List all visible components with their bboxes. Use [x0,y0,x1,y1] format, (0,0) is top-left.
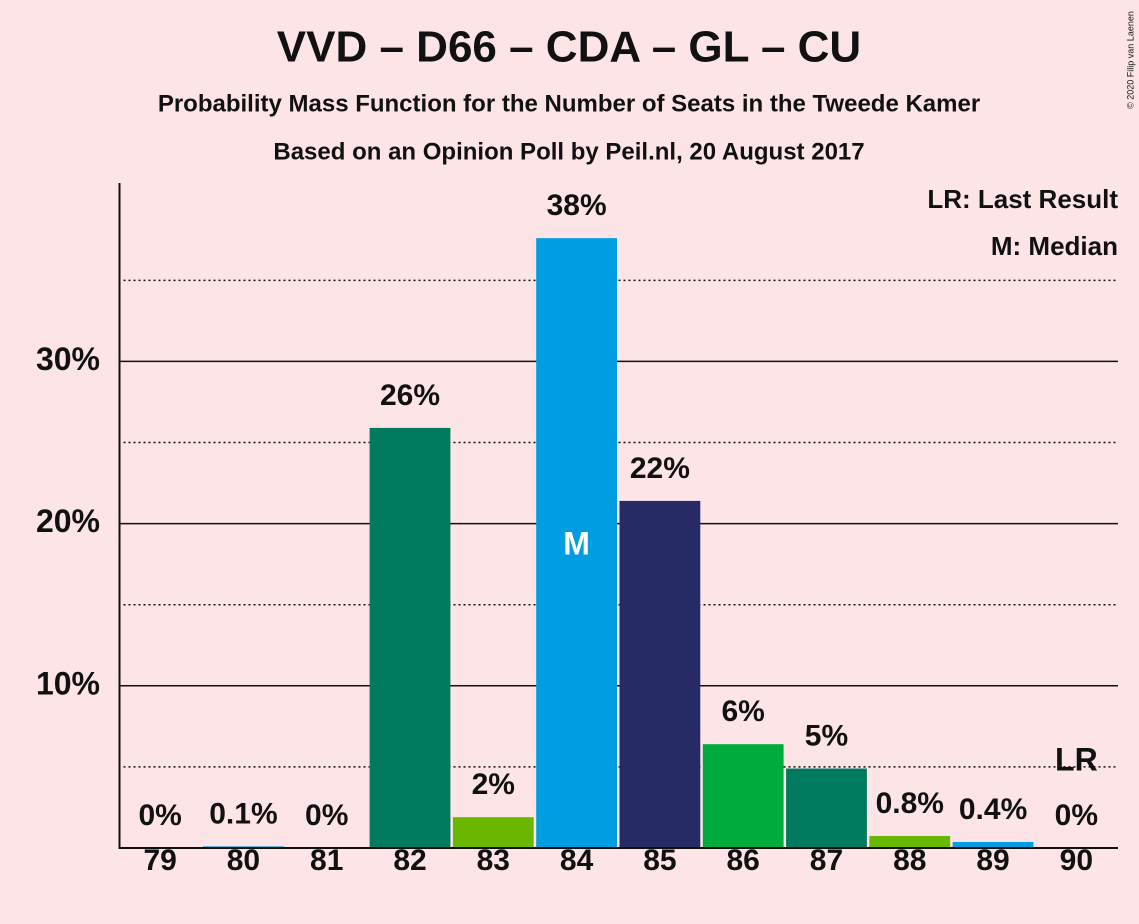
x-tick-label: 84 [560,844,594,877]
chart-subtitle: Based on an Opinion Poll by Peil.nl, 20 … [273,138,864,165]
bar [952,841,1034,848]
value-label: 0.8% [876,787,944,820]
chart-title: VVD – D66 – CDA – GL – CU [277,23,861,72]
value-label: 6% [722,695,765,728]
value-label: 0% [1055,799,1098,832]
legend-entry: M: Median [991,231,1118,261]
value-label: 5% [805,719,848,752]
bar [702,744,784,848]
value-label: 2% [472,768,515,801]
x-tick-label: 81 [310,844,343,877]
median-marker: M [563,525,590,561]
x-tick-label: 89 [976,844,1009,877]
value-label: 26% [380,379,440,412]
x-tick-label: 79 [143,844,176,877]
legend-entry: LR: Last Result [927,184,1118,214]
value-label: 0% [305,799,348,832]
x-tick-label: 82 [393,844,426,877]
x-tick-label: 86 [727,844,760,877]
y-tick-label: 20% [36,503,100,539]
value-label: 0.1% [209,797,277,830]
x-tick-label: 87 [810,844,843,877]
x-tick-label: 88 [893,844,926,877]
bar [869,835,951,848]
bar [369,427,451,848]
y-tick-label: 10% [36,665,100,701]
chart-subtitle: Probability Mass Function for the Number… [158,90,980,117]
bar [619,500,701,848]
value-label: 0% [138,799,181,832]
x-tick-label: 90 [1060,844,1093,877]
bar [536,238,618,848]
value-label: 22% [630,452,690,485]
x-tick-label: 83 [477,844,510,877]
bar [452,817,534,848]
last-result-marker: LR [1055,741,1098,777]
x-tick-label: 85 [643,844,676,877]
bar [786,768,867,848]
value-label: 0.4% [959,793,1027,826]
x-tick-label: 80 [227,844,260,877]
value-label: 38% [547,189,607,222]
y-tick-label: 30% [36,341,100,377]
copyright: © 2020 Filip van Laenen [1125,11,1135,109]
